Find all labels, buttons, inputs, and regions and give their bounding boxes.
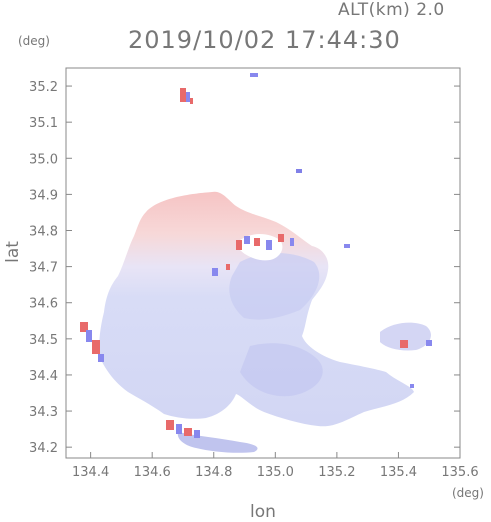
velocity-field-blue-core [229, 253, 320, 320]
y-tick-label: 34.5 [29, 333, 58, 348]
y-tick-label: 35.0 [29, 152, 58, 167]
x-axis-ticks: 134.4 134.6 134.8 135.0 135.2 135.4 135.6 [72, 452, 479, 480]
y-unit-label: (deg) [18, 34, 50, 48]
y-tick-label: 34.2 [29, 441, 58, 456]
x-tick-label: 135.0 [257, 465, 294, 480]
y-tick-label: 34.7 [29, 261, 58, 276]
x-tick-label: 135.6 [441, 465, 478, 480]
y-tick-label: 34.4 [29, 369, 58, 384]
y-tick-label: 34.9 [29, 188, 58, 203]
y-tick-label: 34.3 [29, 405, 58, 420]
x-tick-label: 134.4 [72, 465, 109, 480]
velocity-field-blue-south [240, 343, 323, 397]
y-tick-label: 34.6 [29, 297, 58, 312]
y-tick-label: 35.2 [29, 80, 58, 95]
y-tick-label: 34.8 [29, 225, 58, 240]
x-unit-label: (deg) [452, 486, 484, 500]
plot-frame [65, 67, 461, 459]
x-tick-label: 134.8 [195, 465, 232, 480]
x-tick-label: 135.4 [380, 465, 417, 480]
clutter-speckles [80, 73, 432, 438]
x-axis-label: lon [250, 502, 276, 522]
timestamp-title: 2019/10/02 17:44:30 [128, 26, 401, 54]
y-tick-label: 35.1 [29, 116, 58, 131]
altitude-label: ALT(km) 2.0 [338, 0, 445, 20]
x-tick-label: 134.6 [134, 465, 171, 480]
x-tick-label: 135.2 [318, 465, 355, 480]
y-axis-ticks: 35.2 35.1 35.0 34.9 34.8 34.7 34.6 34.5 34.4 34.3… [29, 80, 460, 456]
velocity-field-east-island [380, 322, 431, 351]
